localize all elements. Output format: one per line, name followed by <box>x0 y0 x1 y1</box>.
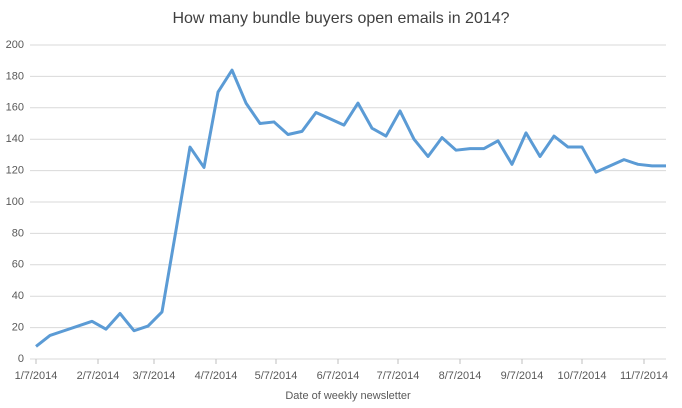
x-tick-label: 9/7/2014 <box>501 370 544 382</box>
y-tick-label: 140 <box>6 133 24 145</box>
x-axis-title: Date of weekly newsletter <box>285 390 411 402</box>
y-tick-label: 200 <box>6 39 24 51</box>
x-tick-label: 11/7/2014 <box>620 370 668 382</box>
x-tick-label: 6/7/2014 <box>317 370 360 382</box>
y-tick-label: 160 <box>6 102 24 114</box>
x-tick-label: 4/7/2014 <box>195 370 238 382</box>
data-line <box>35 68 666 348</box>
x-tick-label: 7/7/2014 <box>377 370 420 382</box>
y-tick-label: 20 <box>12 322 24 334</box>
x-tick-label: 2/7/2014 <box>77 370 120 382</box>
y-tick-label: 180 <box>6 70 24 82</box>
x-tick-label: 8/7/2014 <box>439 370 482 382</box>
y-tick-label: 120 <box>6 165 24 177</box>
chart-title: How many bundle buyers open emails in 20… <box>172 10 509 27</box>
x-tick-label: 1/7/2014 <box>15 370 58 382</box>
y-tick-label: 80 <box>12 227 24 239</box>
x-tick-label: 3/7/2014 <box>133 370 176 382</box>
y-tick-label: 40 <box>12 290 24 302</box>
y-tick-label: 100 <box>6 196 24 208</box>
y-tick-label: 60 <box>12 259 24 271</box>
x-tick-label: 5/7/2014 <box>255 370 298 382</box>
x-tick-label: 10/7/2014 <box>558 370 607 382</box>
y-tick-label: 0 <box>18 353 24 365</box>
